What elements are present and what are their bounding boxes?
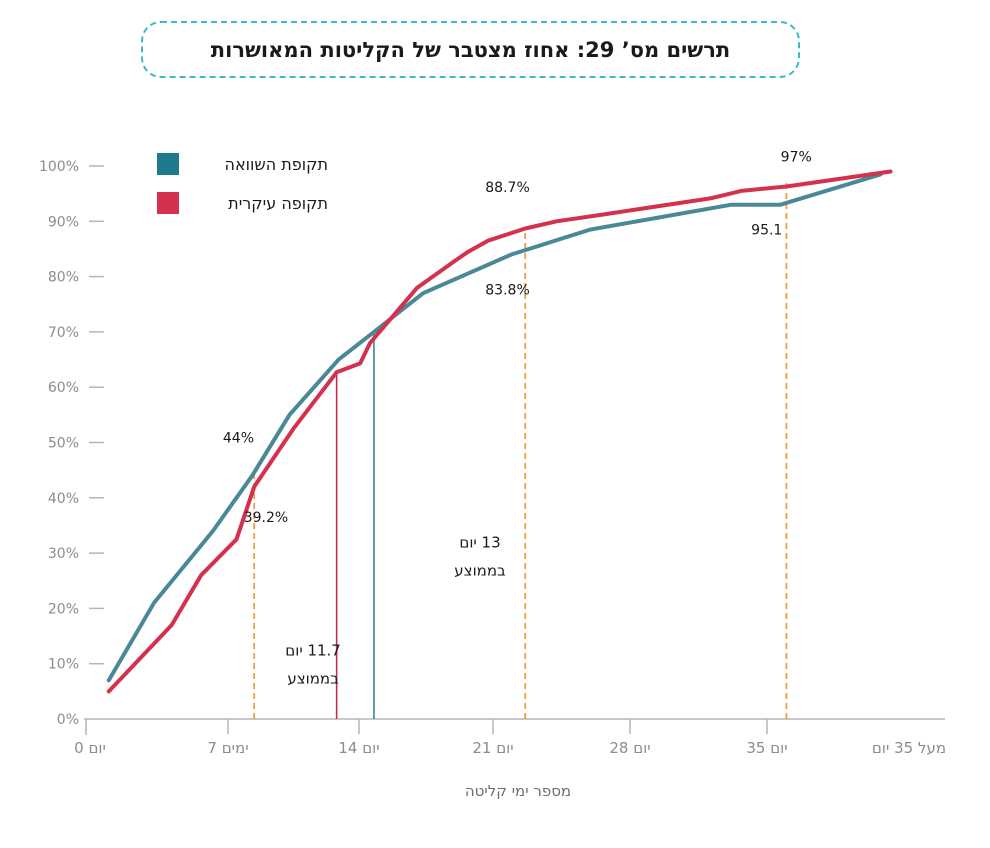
- series-line-comparison: [106, 172, 883, 683]
- legend-label: תקופת השוואה: [225, 155, 328, 174]
- data-label: 88.7%: [485, 180, 529, 196]
- legend-label: תקופה עיקרית: [228, 194, 328, 213]
- legend-swatch: [157, 192, 179, 214]
- y-tick-label: 40%: [48, 491, 79, 507]
- series-line-main: [106, 169, 893, 694]
- reference-lines-group: [253, 182, 788, 719]
- chart-title-box: תרשים מס’ 29: אחוז מצטבר של הקליטות המאו…: [141, 21, 800, 78]
- data-label: 83.8%: [485, 282, 529, 298]
- y-tick-label: 30%: [48, 546, 79, 562]
- series-group: [106, 169, 893, 694]
- y-tick-label: 20%: [48, 601, 79, 617]
- axes-group: 0% 10% 20% 30% 40% 50% 60% 70% 80% 90% 100% 0 יום 7 …: [39, 159, 946, 757]
- y-tick-label: 80%: [48, 270, 79, 286]
- data-label: 97%: [781, 150, 812, 166]
- y-tick-label: 10%: [48, 657, 79, 673]
- y-tick-label: 70%: [48, 325, 79, 341]
- legend-swatch: [157, 153, 179, 175]
- data-label: 44%: [223, 431, 254, 447]
- x-tick-label: 21 יום: [472, 739, 513, 757]
- chart-title: תרשים מס’ 29: אחוז מצטבר של הקליטות המאו…: [210, 37, 731, 62]
- data-label: 95.1: [751, 223, 782, 239]
- y-tick-label: 0%: [57, 712, 79, 728]
- average-label: 13 יום: [459, 534, 500, 552]
- x-tick-label: מעל 35 יום: [872, 739, 946, 757]
- x-tick-label: 35 יום: [746, 739, 787, 757]
- x-tick-label: 7 ימים: [207, 739, 248, 757]
- legend: תקופת השוואה תקופה עיקרית: [157, 153, 328, 214]
- x-tick-label: 0 יום: [74, 739, 106, 757]
- average-label: 11.7 יום: [285, 641, 341, 659]
- y-tick-label: 90%: [48, 214, 79, 230]
- annotations-group: 44% 39.2% 88.7% 83.8% 97% 95.1 11.7 יום בממוצע 1…: [223, 150, 812, 688]
- y-tick-label: 100%: [39, 159, 79, 175]
- y-tick-label: 50%: [48, 436, 79, 452]
- average-label-sub: בממוצע: [287, 669, 339, 687]
- average-label-sub: בממוצע: [454, 562, 506, 580]
- data-label: 39.2%: [244, 510, 288, 526]
- x-tick-label: 14 יום: [338, 739, 379, 757]
- x-tick-label: 28 יום: [609, 739, 650, 757]
- y-tick-label: 60%: [48, 380, 79, 396]
- x-axis-title: מספר ימי קליטה: [465, 782, 571, 800]
